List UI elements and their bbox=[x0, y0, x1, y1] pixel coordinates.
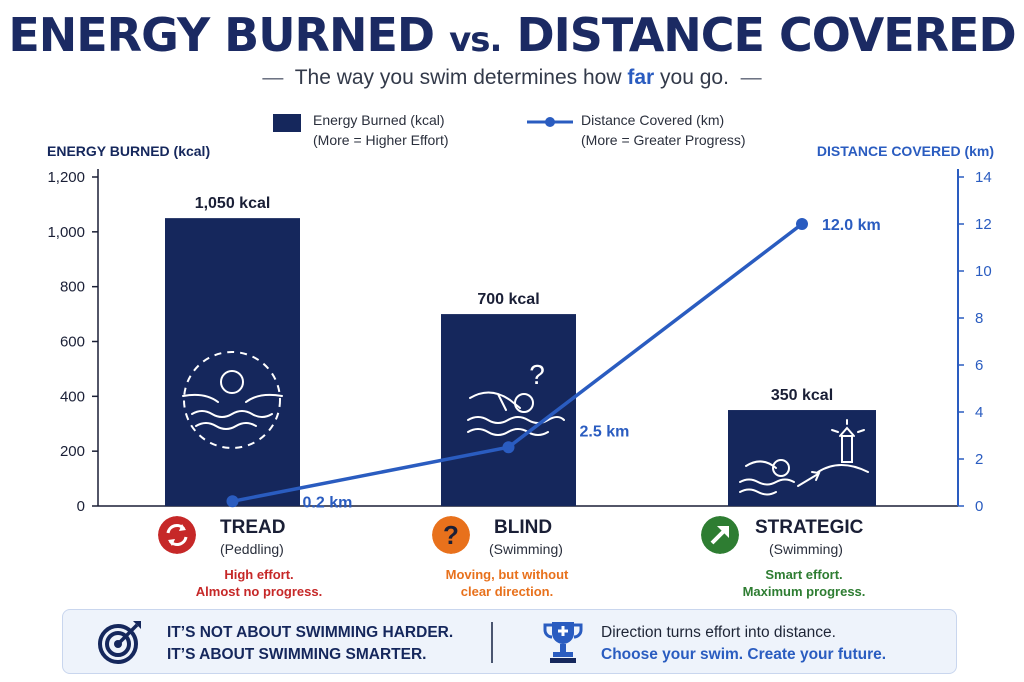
energy-data-label: 1,050 kcal bbox=[195, 195, 271, 212]
category-sub: (Swimming) bbox=[769, 541, 843, 557]
island-icon bbox=[817, 464, 869, 473]
category-sub: (Swimming) bbox=[489, 541, 563, 557]
note-line: Smart effort. bbox=[765, 567, 843, 582]
note-line: Maximum progress. bbox=[742, 584, 866, 599]
y-tick-label-right: 8 bbox=[975, 310, 983, 327]
distance-data-label: 0.2 km bbox=[303, 494, 353, 511]
water-wave-icon bbox=[739, 478, 795, 486]
legend-line-swatch bbox=[527, 117, 573, 127]
legend-distance-note: (More = Greater Progress) bbox=[581, 132, 746, 148]
y-tick-label-right: 2 bbox=[975, 451, 983, 468]
note-line: Almost no progress. bbox=[195, 584, 323, 599]
y-tick-label-right: 14 bbox=[975, 169, 992, 186]
y-tick-label-left: 1,000 bbox=[47, 224, 85, 241]
note-line: clear direction. bbox=[460, 584, 554, 599]
distance-point-blind bbox=[502, 441, 515, 454]
title-part-energy: ENERGY BURNED bbox=[8, 8, 435, 62]
direction-arrow-icon bbox=[797, 473, 819, 487]
y-tick-label-left: 0 bbox=[77, 498, 85, 515]
legend-energy-label: Energy Burned (kcal) bbox=[313, 112, 445, 128]
banner-left-text: IT’S NOT ABOUT SWIMMING HARDER. IT’S ABO… bbox=[167, 622, 453, 666]
y-axis-title-right: DISTANCE COVERED (km) bbox=[816, 143, 994, 159]
banner-right-text: Direction turns effort into distance. Ch… bbox=[601, 622, 886, 666]
y-tick-label-right: 10 bbox=[975, 263, 992, 280]
energy-bar-tread bbox=[165, 218, 300, 506]
question-glyph: ? bbox=[443, 520, 459, 550]
distance-point-strategic bbox=[796, 218, 808, 230]
title-part-distance: DISTANCE COVERED bbox=[516, 8, 1016, 62]
legend-distance-label: Distance Covered (km) bbox=[581, 112, 725, 128]
arrow-up-right-icon bbox=[701, 516, 739, 554]
subtitle-before: The way you swim determines how bbox=[294, 66, 622, 89]
direction-arrow-icon bbox=[811, 471, 821, 481]
question-mark-icon: ? bbox=[432, 516, 470, 554]
banner-right-line: Choose your swim. Create your future. bbox=[601, 646, 887, 663]
category-name: BLIND bbox=[494, 517, 553, 538]
category-sub: (Peddling) bbox=[220, 541, 284, 557]
banner-divider bbox=[491, 622, 493, 663]
water-wave-icon bbox=[739, 488, 777, 496]
y-tick-label-left: 600 bbox=[60, 334, 85, 351]
lighthouse-roof-icon bbox=[839, 426, 855, 437]
banner-left-line: IT’S NOT ABOUT SWIMMING HARDER. bbox=[167, 624, 454, 641]
category-name: TREAD bbox=[220, 517, 286, 538]
energy-data-label: 350 kcal bbox=[771, 387, 833, 404]
y-tick-label-right: 0 bbox=[975, 498, 983, 515]
legend-bar-swatch bbox=[273, 114, 301, 132]
distance-point-tread bbox=[226, 495, 239, 508]
sad-face-icon bbox=[220, 370, 244, 394]
y-tick-label-right: 4 bbox=[975, 404, 983, 421]
water-wave-icon bbox=[467, 416, 565, 424]
cycle-arrows-icon bbox=[158, 516, 196, 554]
chart-subtitle: — The way you swim determines how far yo… bbox=[0, 66, 1024, 90]
energy-data-label: 700 kcal bbox=[477, 291, 539, 308]
dashed-cycle-icon bbox=[183, 351, 281, 449]
y-tick-label-right: 6 bbox=[975, 357, 983, 374]
subtitle-dash-right: — bbox=[740, 66, 762, 89]
target-arrow-icon bbox=[98, 621, 141, 664]
swimmer-head-icon bbox=[772, 459, 790, 477]
energy-bar-blind bbox=[441, 314, 576, 506]
swimmer-body-icon bbox=[745, 460, 777, 469]
subtitle-dash-left: — bbox=[262, 66, 284, 89]
distance-data-label: 2.5 km bbox=[580, 423, 630, 440]
water-wave-icon bbox=[195, 422, 257, 430]
legend-energy-note: (More = Higher Effort) bbox=[313, 132, 449, 148]
water-wave-icon bbox=[467, 428, 549, 436]
y-tick-label-left: 1,200 bbox=[47, 169, 85, 186]
swimmer-arms-icon bbox=[182, 393, 283, 403]
y-tick-label-right: 12 bbox=[975, 216, 992, 233]
chart-title: ENERGY BURNED vs. DISTANCE COVERED bbox=[0, 8, 1024, 62]
y-tick-label-left: 200 bbox=[60, 443, 85, 460]
trophy-icon bbox=[543, 622, 583, 663]
y-tick-label-left: 400 bbox=[60, 388, 85, 405]
subtitle-after: you go. bbox=[660, 66, 729, 89]
title-vs: vs. bbox=[449, 20, 502, 60]
category-name: STRATEGIC bbox=[755, 517, 864, 538]
energy-bar-strategic bbox=[728, 410, 876, 506]
question-mark-icon: ? bbox=[529, 359, 545, 390]
category-note-blind: Moving, but without clear direction. bbox=[407, 566, 607, 600]
swimmer-body-icon bbox=[469, 391, 521, 411]
banner-right-line: Direction turns effort into distance. bbox=[601, 624, 836, 641]
lighthouse-icon bbox=[841, 435, 853, 463]
category-note-tread: High effort. Almost no progress. bbox=[159, 566, 359, 600]
note-line: Moving, but without bbox=[445, 567, 569, 582]
note-line: High effort. bbox=[224, 567, 294, 582]
y-axis-title-left: ENERGY BURNED (kcal) bbox=[47, 143, 211, 159]
distance-data-label: 12.0 km bbox=[822, 217, 881, 234]
banner-left-line: IT’S ABOUT SWIMMING SMARTER. bbox=[167, 646, 427, 663]
subtitle-emphasis: far bbox=[627, 66, 655, 89]
water-wave-icon bbox=[191, 410, 273, 418]
bottom-banner: IT’S NOT ABOUT SWIMMING HARDER. IT’S ABO… bbox=[62, 609, 957, 674]
y-tick-label-left: 800 bbox=[60, 279, 85, 296]
category-note-strategic: Smart effort. Maximum progress. bbox=[704, 566, 904, 600]
lighthouse-light-icon bbox=[831, 419, 865, 433]
